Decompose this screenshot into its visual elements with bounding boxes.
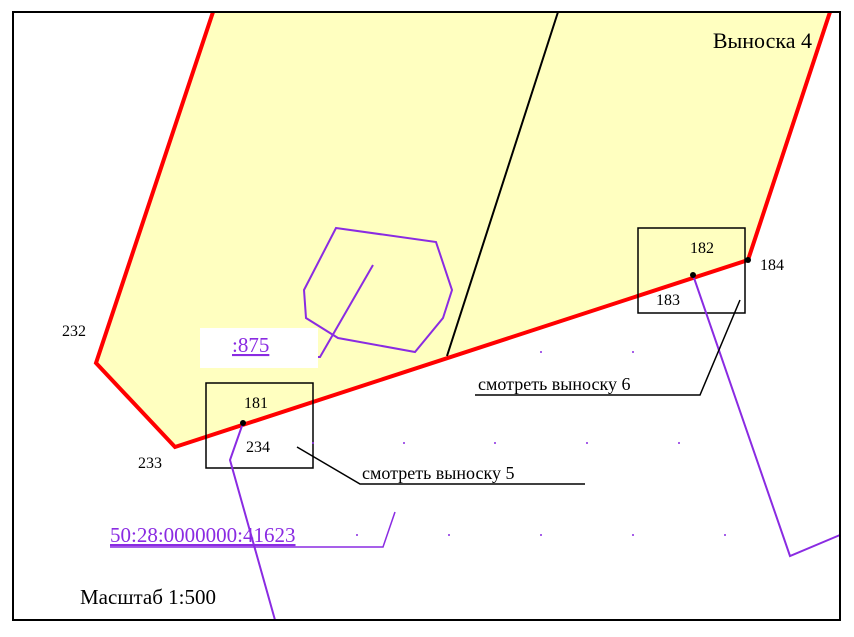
purple-line [228,422,276,621]
scale: Масштаб 1:500 [80,585,216,609]
leader [110,511,396,548]
dots [312,351,726,536]
purple-line [692,274,841,558]
point-label: 234 [246,439,270,456]
boundary [93,11,832,450]
label-box [200,328,318,368]
leader [475,299,741,396]
detail-box [205,382,314,469]
parcel-label: 50:28:0000000:41623 [110,523,296,547]
point [690,272,696,278]
point-label: 182 [690,240,714,257]
leader [296,446,585,485]
point [745,257,751,263]
point-label: 233 [138,455,162,472]
building [302,226,454,354]
frame [12,11,841,621]
detail-box [637,227,746,314]
callout: смотреть выноску 6 [478,374,630,394]
parcel-label: :875 [232,333,269,357]
callout: смотреть выноску 5 [362,463,514,483]
point [240,420,246,426]
point-label: 184 [760,257,784,274]
point-label: 181 [244,395,268,412]
inner-line [446,11,559,357]
point-label: 183 [656,292,680,309]
title: Выноска 4 [713,28,812,53]
point-label: 232 [62,323,86,340]
